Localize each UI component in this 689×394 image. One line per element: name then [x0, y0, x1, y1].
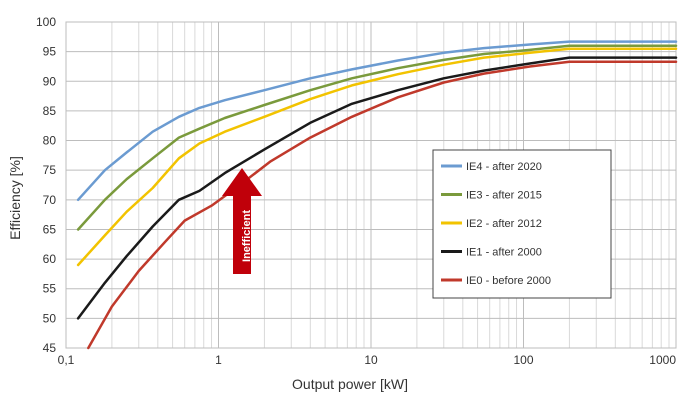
y-tick-label: 50 [43, 311, 57, 325]
series-line-0 [76, 40, 678, 202]
plot-area-frame [65, 21, 677, 349]
legend-box [432, 149, 612, 299]
y-tick-label: 70 [43, 193, 57, 207]
y-tick-label: 95 [43, 45, 57, 59]
legend-label: IE1 - after 2000 [466, 247, 542, 259]
y-tick-label: 85 [43, 104, 57, 118]
x-tick-label: 100 [513, 353, 533, 367]
x-tick-label: 0,1 [58, 353, 75, 367]
legend-label: IE0 - before 2000 [466, 275, 551, 287]
x-axis-title: Output power [kW] [292, 376, 408, 392]
x-tick-label: 1000 [649, 353, 676, 367]
inefficient-arrow-annotation: Inefficient [222, 168, 262, 274]
x-tick-labels: 0,1 1 10 100 1000 [58, 353, 677, 367]
y-tick-label: 75 [43, 163, 57, 177]
y-tick-label: 60 [43, 252, 57, 266]
y-tick-label: 90 [43, 74, 57, 88]
series-line-2 [76, 47, 678, 267]
up-arrow-shape [222, 168, 262, 274]
y-tick-labels: 45 50 55 60 65 70 75 80 85 90 95 100 [36, 15, 56, 355]
legend: IE4 - after 2020 IE3 - after 2015 IE2 - af… [432, 149, 612, 299]
y-tick-label: 55 [43, 282, 57, 296]
y-tick-label: 100 [36, 15, 56, 29]
y-axis-title: Efficiency [%] [7, 156, 23, 240]
series-line-3 [76, 56, 678, 320]
series-layer [76, 40, 678, 350]
series-line-4 [87, 60, 678, 350]
y-tick-label: 45 [43, 341, 57, 355]
y-tick-label: 80 [43, 134, 57, 148]
annotation-text: Inefficient [241, 210, 253, 262]
legend-label: IE4 - after 2020 [466, 161, 542, 173]
x-tick-label: 1 [215, 353, 222, 367]
legend-label: IE3 - after 2015 [466, 190, 542, 202]
x-tick-label: 10 [364, 353, 378, 367]
legend-label: IE2 - after 2012 [466, 218, 542, 230]
series-line-1 [76, 44, 678, 231]
y-tick-label: 65 [43, 222, 57, 236]
